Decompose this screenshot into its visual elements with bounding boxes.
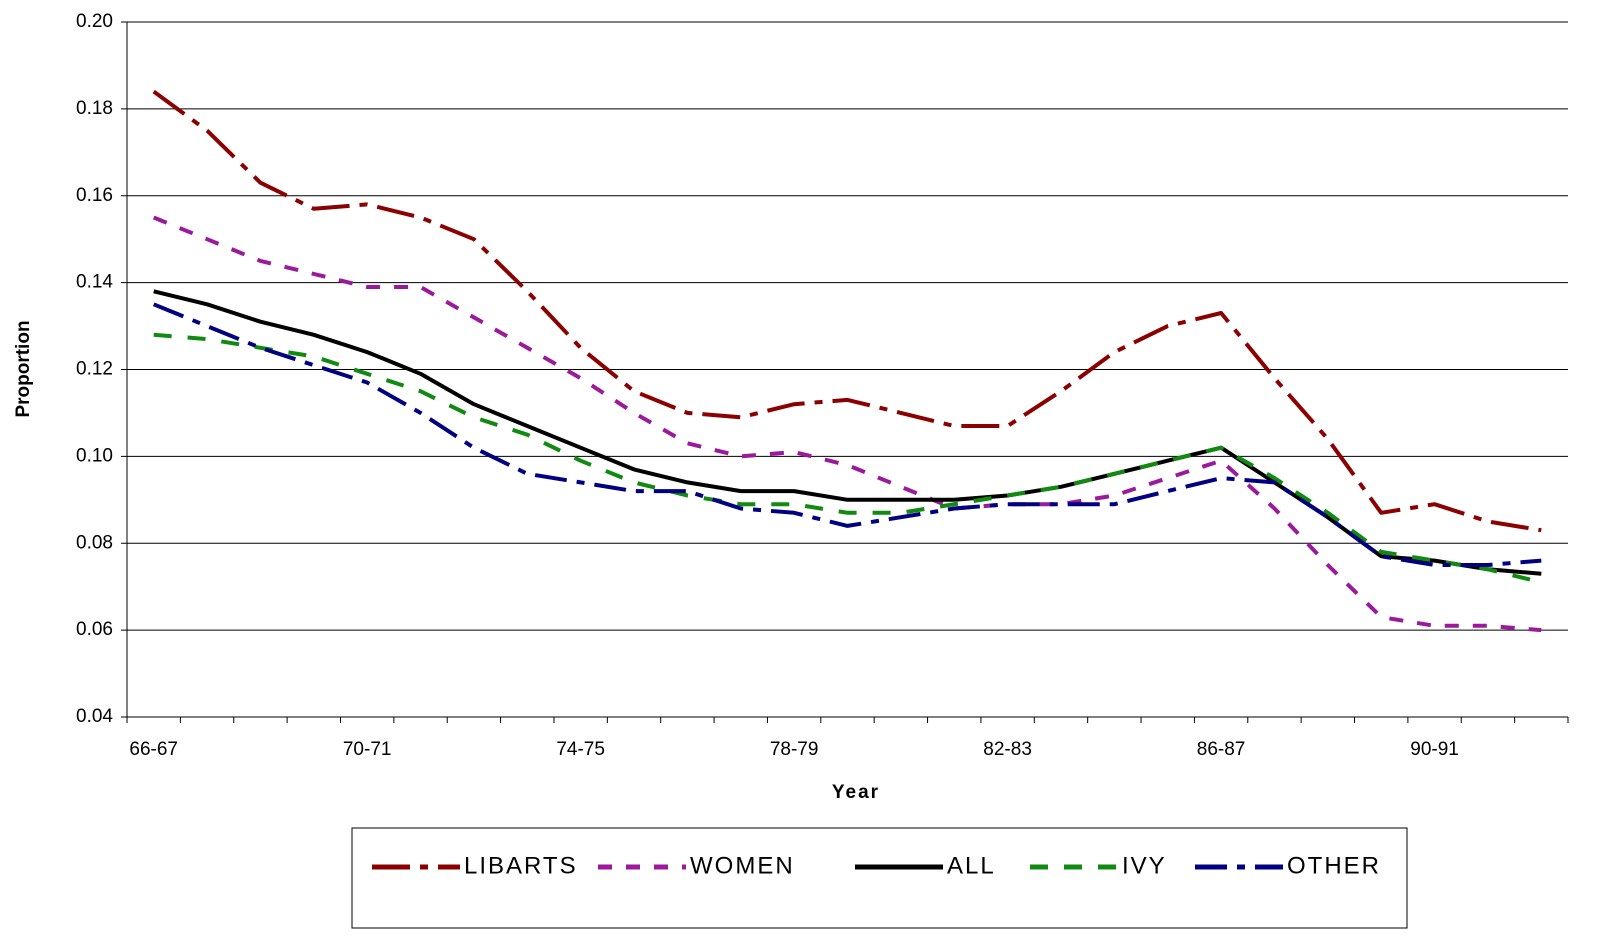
x-tick-label: 90-91 xyxy=(1410,739,1459,760)
series-line xyxy=(153,332,1542,585)
y-tick-label: 0.16 xyxy=(76,185,113,206)
y-tick-label: 0.10 xyxy=(76,445,113,466)
y-tick-label: 0.06 xyxy=(76,619,113,640)
y-tick-label: 0.12 xyxy=(76,359,113,380)
legend-label: OTHER xyxy=(1287,852,1381,879)
series-line xyxy=(152,89,1542,533)
legend-label: WOMEN xyxy=(690,852,795,879)
legend-label: LIBARTS xyxy=(464,852,578,879)
legend-label: ALL xyxy=(947,852,996,879)
x-tick-label: 78-79 xyxy=(770,739,819,760)
y-axis-label: Proportion xyxy=(13,320,34,417)
y-tick-label: 0.18 xyxy=(76,98,113,119)
y-tick-label: 0.08 xyxy=(76,532,113,553)
x-tick-label: 82-83 xyxy=(983,739,1032,760)
x-tick-label: 70-71 xyxy=(343,739,392,760)
x-tick-label: 86-87 xyxy=(1197,739,1246,760)
series-line xyxy=(153,289,1542,576)
x-tick-label: 74-75 xyxy=(556,739,605,760)
legend-box xyxy=(351,827,1408,929)
x-axis-label: Year xyxy=(832,782,880,803)
y-tick-label: 0.20 xyxy=(76,11,113,32)
y-tick-label: 0.04 xyxy=(76,706,113,727)
series-line xyxy=(152,215,1542,633)
x-tick-label: 66-67 xyxy=(129,739,178,760)
legend-label: IVY xyxy=(1122,852,1167,879)
series-line xyxy=(152,302,1542,567)
y-tick-label: 0.14 xyxy=(76,272,113,293)
